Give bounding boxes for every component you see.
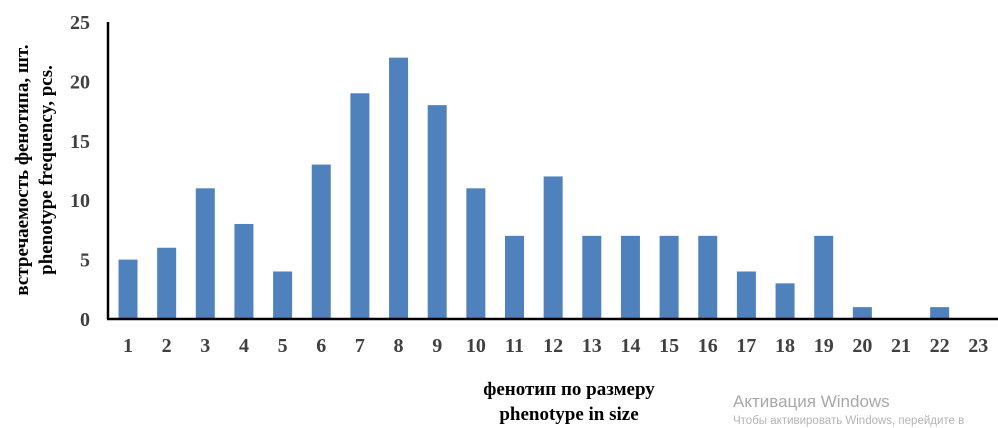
x-tick-label: 22 [930, 335, 950, 357]
x-tick-label: 2 [162, 335, 172, 357]
bar-13 [582, 235, 602, 319]
y-tick-label: 5 [80, 250, 90, 272]
x-axis-title-line-1: фенотип по размеру [483, 379, 655, 400]
x-tick-label: 21 [891, 335, 911, 357]
x-tick-label: 1 [123, 335, 133, 357]
y-tick-label: 20 [70, 71, 90, 93]
x-tick-label: 11 [505, 335, 524, 357]
x-tick-label: 17 [736, 335, 756, 357]
x-tick-label: 14 [620, 335, 640, 357]
bar-15 [659, 235, 679, 319]
bar-1 [118, 259, 138, 319]
x-tick-label: 4 [239, 335, 249, 357]
bar-11 [505, 235, 524, 319]
x-tick-label: 18 [775, 335, 795, 357]
bar-3 [195, 188, 215, 319]
x-tick-label: 15 [659, 335, 679, 357]
bar-8 [389, 57, 409, 319]
bar-22 [930, 307, 950, 319]
x-tick-label: 7 [355, 335, 365, 357]
x-tick-label: 5 [278, 335, 288, 357]
x-axis-title-line-2: phenotype in size [499, 404, 638, 425]
y-tick-label: 0 [80, 309, 90, 331]
bar-6 [311, 164, 331, 319]
x-tick-label: 12 [543, 335, 563, 357]
bar-16 [698, 235, 718, 319]
x-tick-label: 3 [200, 335, 210, 357]
x-tick-label: 8 [394, 335, 404, 357]
x-tick-label: 20 [852, 335, 872, 357]
bar-20 [852, 307, 872, 319]
x-tick-label: 13 [582, 335, 602, 357]
windows-activation-title: Активация Windows [733, 392, 890, 411]
x-tick-label: 10 [466, 335, 486, 357]
bar-10 [466, 188, 486, 319]
y-axis-title-line-2: phenotype frequency, pcs. [36, 65, 57, 275]
bar-4 [234, 223, 254, 319]
bar-17 [736, 271, 756, 319]
x-tick-label: 23 [968, 335, 988, 357]
x-tick-label: 9 [432, 335, 442, 357]
bar-14 [620, 235, 640, 319]
y-tick-label: 25 [70, 12, 90, 34]
y-axis-title-line-1: встречаемость фенотипа, шт. [12, 44, 33, 295]
y-tick-label: 10 [70, 190, 90, 212]
x-tick-label: 19 [814, 335, 834, 357]
bar-2 [157, 247, 177, 319]
bar-7 [350, 93, 370, 319]
y-tick-label: 15 [70, 131, 90, 153]
x-tick-label: 16 [698, 335, 718, 357]
windows-activation-subtitle: Чтобы активировать Windows, перейдите в [733, 415, 965, 427]
bar-18 [775, 283, 795, 319]
bar-5 [273, 271, 293, 319]
x-tick-label: 6 [316, 335, 326, 357]
bar-12 [543, 176, 563, 319]
bar-19 [814, 235, 834, 319]
bar-9 [427, 105, 447, 319]
